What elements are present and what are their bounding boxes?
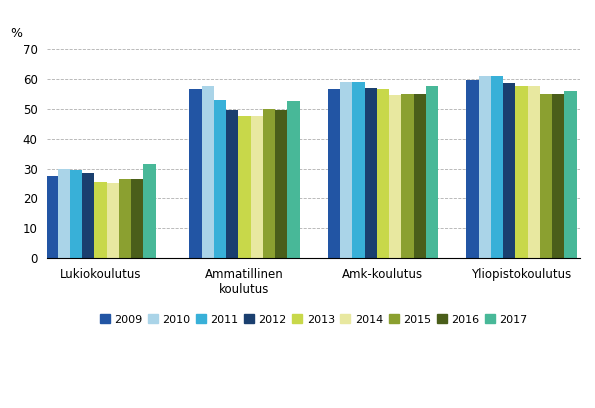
- Bar: [503, 83, 515, 258]
- Bar: [82, 173, 95, 258]
- Bar: [478, 75, 491, 258]
- Bar: [226, 110, 238, 258]
- Text: %: %: [10, 27, 22, 40]
- Bar: [515, 86, 528, 258]
- Bar: [540, 94, 552, 258]
- Bar: [552, 94, 564, 258]
- Bar: [131, 179, 143, 258]
- Bar: [119, 179, 131, 258]
- Bar: [426, 86, 438, 258]
- Bar: [107, 184, 119, 258]
- Bar: [352, 82, 365, 258]
- Bar: [189, 89, 202, 258]
- Bar: [414, 94, 426, 258]
- Bar: [377, 89, 389, 258]
- Bar: [340, 82, 352, 258]
- Bar: [365, 88, 377, 258]
- Bar: [466, 80, 478, 258]
- Bar: [58, 169, 70, 258]
- Bar: [528, 86, 540, 258]
- Bar: [238, 116, 250, 258]
- Legend: 2009, 2010, 2011, 2012, 2013, 2014, 2015, 2016, 2017: 2009, 2010, 2011, 2012, 2013, 2014, 2015…: [95, 310, 532, 329]
- Bar: [95, 182, 107, 258]
- Bar: [45, 176, 58, 258]
- Bar: [70, 170, 82, 258]
- Bar: [143, 164, 156, 258]
- Bar: [491, 75, 503, 258]
- Bar: [328, 89, 340, 258]
- Bar: [275, 110, 287, 258]
- Bar: [287, 101, 299, 258]
- Bar: [214, 100, 226, 258]
- Bar: [564, 91, 577, 258]
- Bar: [263, 109, 275, 258]
- Bar: [389, 95, 401, 258]
- Bar: [250, 116, 263, 258]
- Bar: [401, 94, 414, 258]
- Bar: [202, 86, 214, 258]
